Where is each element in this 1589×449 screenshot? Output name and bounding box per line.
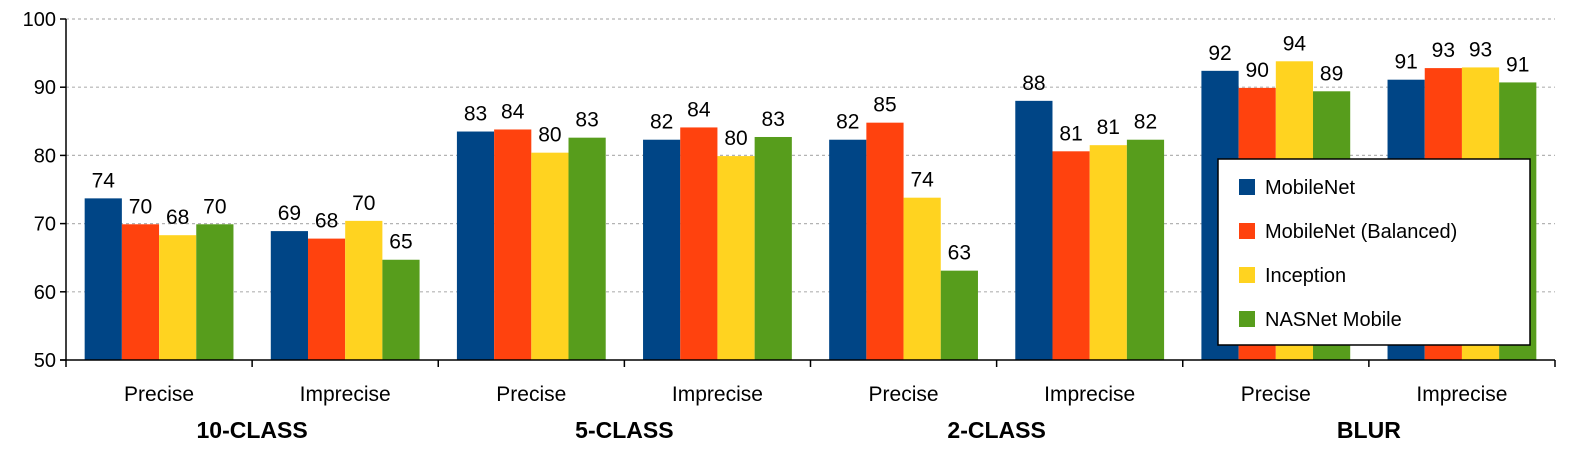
bar [568,137,606,360]
bar [382,259,420,360]
data-label: 69 [278,202,301,225]
category-label: Precise [869,383,939,406]
axes [60,18,1556,367]
category-label: Precise [1241,383,1311,406]
data-label: 92 [1208,42,1231,65]
data-label: 80 [724,127,747,150]
bar [680,127,718,360]
data-label: 68 [166,206,189,229]
legend-label: MobileNet [1265,177,1355,199]
group-label: BLUR [1337,417,1401,443]
bar [494,129,532,360]
group-label: 10-CLASS [197,417,308,443]
legend-swatch [1239,223,1255,239]
data-label: 70 [352,192,375,215]
bar [643,139,681,360]
data-label: 94 [1283,32,1307,55]
data-label: 83 [575,109,598,132]
bar [940,270,978,360]
labels: 50 60 70 80 90 100 74 69 83 82 82 88 92 91 70 68 84 84 85 8… [23,9,1530,443]
data-label: 82 [650,111,673,134]
category-label: Imprecise [300,383,391,406]
bar [829,139,867,360]
data-label: 91 [1506,53,1529,76]
data-label: 70 [203,195,226,218]
bar [196,224,234,360]
data-label: 83 [464,103,487,126]
category-label: Precise [124,383,194,406]
bar [717,156,755,360]
bar [84,198,122,360]
data-label: 80 [538,124,561,147]
y-tick-label: 90 [34,77,56,99]
legend-swatch [1239,311,1255,327]
data-label: 93 [1469,38,1492,61]
legend-label: Inception [1265,265,1346,287]
data-label: 84 [501,100,525,123]
category-label: Imprecise [1416,383,1507,406]
bar [1089,145,1127,360]
data-label: 63 [948,242,971,265]
category-label: Imprecise [1044,383,1135,406]
legend-swatch [1239,179,1255,195]
bar [1126,139,1165,360]
bar [345,220,383,360]
y-tick-label: 60 [34,282,56,304]
bar [1052,151,1090,360]
data-label: 84 [687,98,711,121]
category-label: Imprecise [672,383,763,406]
bar [1015,100,1053,360]
data-label: 85 [873,94,896,117]
data-label: 65 [389,231,412,254]
bar [270,231,308,360]
bar [456,131,495,360]
data-label: 93 [1432,39,1455,62]
y-tick-label: 50 [34,350,56,372]
legend-label: NASNet Mobile [1265,309,1402,331]
legend: MobileNet MobileNet (Balanced) Inception NA… [1217,158,1531,346]
data-label: 82 [1134,111,1157,134]
bar [159,235,197,360]
data-label: 81 [1097,116,1120,139]
data-label: 74 [92,169,116,192]
group-label: 5-CLASS [575,417,673,443]
data-label: 83 [762,108,785,131]
group-label: 2-CLASS [947,417,1045,443]
bar [754,136,792,360]
category-label: Precise [496,383,566,406]
data-label: 81 [1059,122,1082,145]
y-tick-label: 70 [34,214,56,236]
bar [866,122,904,360]
data-label: 82 [836,111,859,134]
data-label: 74 [910,169,934,192]
y-tick-label: 80 [34,145,56,167]
y-tick-label: 100 [23,9,56,31]
data-label: 70 [129,195,152,218]
legend-label: MobileNet (Balanced) [1265,221,1457,243]
data-label: 89 [1320,62,1343,85]
data-label: 68 [315,210,338,233]
bar [121,224,160,360]
data-label: 90 [1246,59,1269,82]
bar [903,197,941,360]
legend-swatch [1239,267,1255,283]
bar [531,152,569,360]
data-label: 91 [1394,51,1417,74]
data-label: 88 [1022,72,1045,95]
legend-box [1217,158,1531,346]
bar [307,238,346,360]
